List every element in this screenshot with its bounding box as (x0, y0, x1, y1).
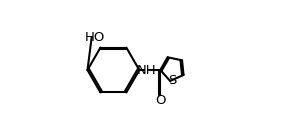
Text: O: O (155, 94, 166, 107)
Text: S: S (168, 74, 176, 87)
Text: NH: NH (136, 64, 156, 76)
Text: HO: HO (85, 31, 105, 44)
